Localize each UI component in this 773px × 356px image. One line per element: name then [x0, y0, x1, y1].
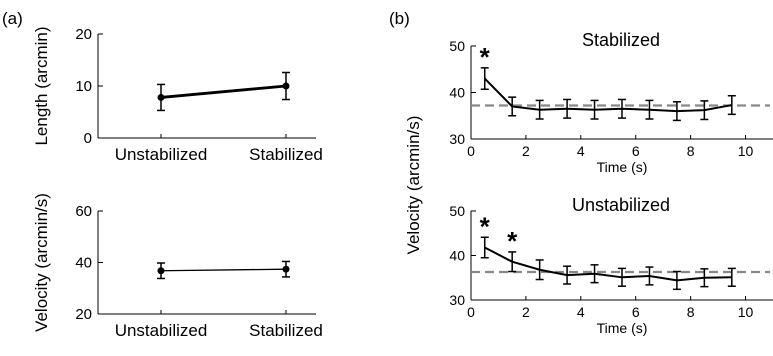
panel-label-a: (a) — [2, 9, 23, 28]
series-line — [484, 246, 732, 282]
x-tick-label: 2 — [522, 304, 530, 320]
x-tick-label: 10 — [738, 304, 754, 320]
x-tick-label: 6 — [632, 143, 640, 159]
x-tick-label: 4 — [577, 304, 585, 320]
x-tick-label: 8 — [687, 304, 695, 320]
y-tick-label: 10 — [75, 78, 92, 95]
significance-mark: * — [480, 42, 491, 72]
y-tick-label: 30 — [449, 131, 465, 147]
chart-title: Unstabilized — [572, 195, 670, 215]
y-tick-label: 40 — [75, 255, 92, 272]
x-tick-label: 4 — [577, 143, 585, 159]
y-tick-label: 30 — [449, 292, 465, 308]
y-tick-label: 40 — [449, 248, 465, 264]
chart-title: Stabilized — [582, 30, 660, 50]
x-tick-label: 10 — [738, 143, 754, 159]
chart-velocity-conditions: 20 40 60 Unstabilized Stabilized Velocity (ar… — [32, 193, 323, 340]
x-tick-label: Unstabilized — [115, 321, 208, 340]
chart-velocity-unstabilized: 30 40 50 0 2 4 6 8 10 Time (s) Unstabilized * * — [449, 195, 773, 336]
x-tick-label: Unstabilized — [115, 145, 208, 164]
data-point — [157, 267, 165, 275]
x-tick-label: Stabilized — [249, 145, 323, 164]
data-point — [157, 93, 165, 101]
y-tick-label: 50 — [449, 38, 465, 54]
x-axis-label: Time (s) — [597, 320, 648, 336]
x-tick-label: 2 — [522, 143, 530, 159]
series-line — [160, 268, 287, 272]
significance-mark: * — [480, 211, 491, 241]
y-tick-label: 60 — [75, 203, 92, 220]
y-tick-label: 20 — [75, 306, 92, 323]
x-tick-label: 8 — [687, 143, 695, 159]
x-axis-label: Time (s) — [597, 159, 648, 175]
x-tick-label: 0 — [467, 304, 475, 320]
panel-label-b: (b) — [389, 9, 410, 28]
y-tick-label: 50 — [449, 203, 465, 219]
x-tick-label: 0 — [467, 143, 475, 159]
chart-velocity-stabilized: 30 40 50 0 2 4 6 8 10 Time (s) Stabilized * — [449, 30, 773, 175]
y-tick-label: 40 — [449, 85, 465, 101]
series-line — [484, 77, 733, 113]
panel-b-shared-ylabel: Velocity (arcmin/s) — [404, 116, 423, 255]
data-point — [282, 265, 290, 273]
series-line — [160, 84, 287, 99]
chart-length: 0 10 20 Unstabilized Stabilized Length (arcmi… — [32, 26, 323, 164]
y-tick-label: 20 — [75, 26, 92, 43]
y-axis-label: Length (arcmin) — [32, 26, 51, 145]
y-axis-label: Velocity (arcmin/s) — [32, 193, 51, 332]
data-point — [282, 82, 290, 90]
significance-mark: * — [507, 226, 518, 256]
x-tick-label: Stabilized — [249, 321, 323, 340]
x-tick-label: 6 — [632, 304, 640, 320]
y-tick-label: 0 — [84, 130, 92, 147]
